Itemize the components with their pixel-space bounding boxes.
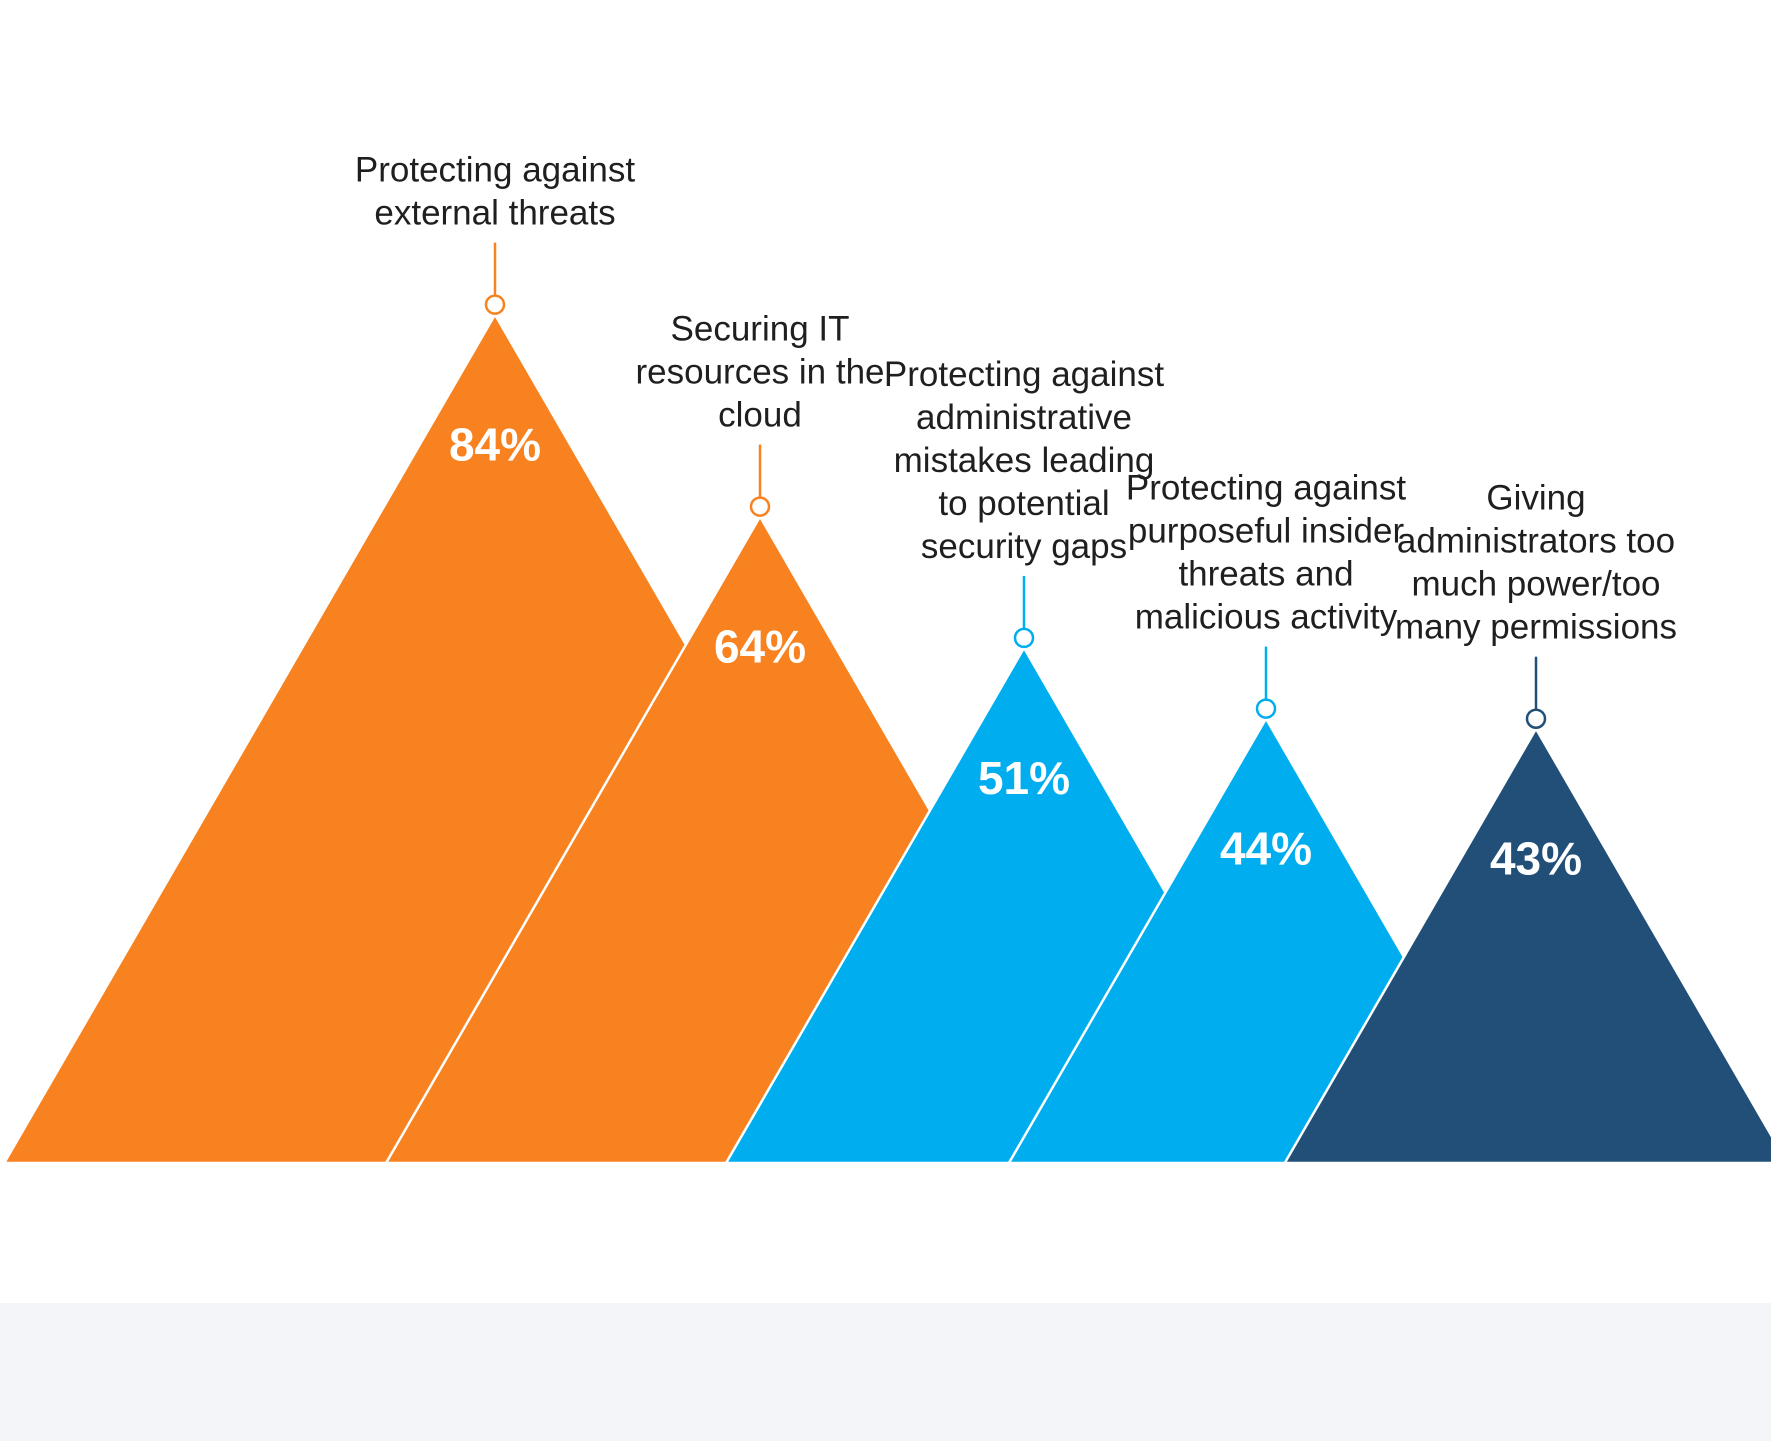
category-label-line: security gaps xyxy=(921,527,1127,566)
category-label-line: Protecting against xyxy=(884,355,1164,394)
category-label-3: Protecting against administrative mistakes… xyxy=(884,355,1164,566)
footer-band xyxy=(0,1303,1771,1441)
value-label-5: 43% xyxy=(1490,833,1582,885)
leader-marker-4 xyxy=(1255,698,1277,719)
category-label-5: Giving administrators too much power/too ma… xyxy=(1395,479,1677,647)
category-label-line: malicious activity xyxy=(1135,598,1398,637)
category-label-line: to potential xyxy=(938,484,1109,523)
category-label-4: Protecting against purposeful insider thre… xyxy=(1126,469,1406,637)
value-label-4: 44% xyxy=(1220,823,1312,875)
category-label-line: administrators too xyxy=(1397,522,1675,561)
value-label-3: 51% xyxy=(978,752,1070,804)
peaks-layer xyxy=(2,312,1771,1165)
category-label-line: mistakes leading xyxy=(894,441,1155,480)
category-label-line: resources in the xyxy=(635,353,884,392)
category-label-1: Protecting against external threats xyxy=(355,151,635,233)
category-label-2: Securing IT resources in the cloud xyxy=(635,310,884,435)
category-label-line: external threats xyxy=(374,194,615,233)
value-label-2: 64% xyxy=(714,621,806,673)
category-label-line: administrative xyxy=(916,398,1132,437)
category-label-line: many permissions xyxy=(1395,608,1677,647)
value-label-1: 84% xyxy=(449,419,541,471)
leader-marker-1 xyxy=(484,294,506,315)
category-label-line: cloud xyxy=(718,396,802,435)
leader-lines-layer xyxy=(484,242,1547,729)
category-label-line: purposeful insider xyxy=(1128,512,1405,551)
leader-marker-3 xyxy=(1013,627,1035,649)
category-label-line: Protecting against xyxy=(1126,469,1406,508)
value-labels-layer: 84% 64% 51% 44% 43% xyxy=(449,419,1582,885)
peak-5 xyxy=(1282,726,1771,1165)
category-label-line: Securing IT xyxy=(671,310,850,349)
category-labels-layer: Protecting against external threats Securi… xyxy=(355,151,1677,647)
leader-marker-5 xyxy=(1525,708,1547,729)
category-label-line: Protecting against xyxy=(355,151,635,190)
category-label-line: threats and xyxy=(1178,555,1353,594)
leader-marker-2 xyxy=(749,496,771,517)
category-label-line: much power/too xyxy=(1411,565,1660,604)
category-label-line: Giving xyxy=(1486,479,1585,518)
